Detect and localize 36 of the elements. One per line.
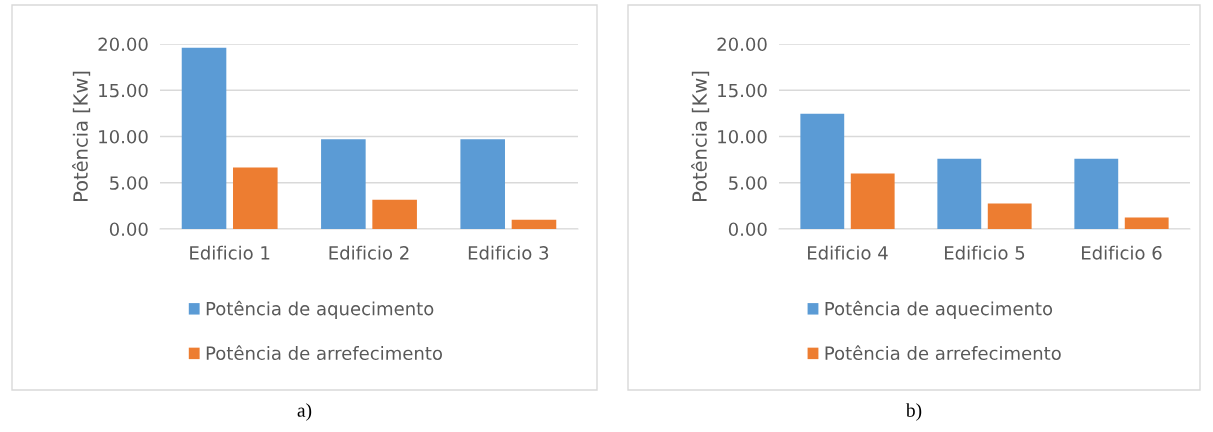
legend-label: Potência de aquecimento (825, 300, 1053, 319)
y-tick-label: 0.00 (109, 222, 148, 237)
y-tick-label: 5.00 (729, 176, 767, 190)
bar (800, 113, 845, 229)
bar (321, 139, 366, 229)
x-tick-label: Edificio 4 (808, 245, 888, 260)
bar (233, 167, 278, 229)
legend-label: Potência de arrefecimento (825, 345, 1061, 361)
bar (372, 199, 417, 229)
bar (1124, 217, 1169, 229)
x-tick-label: Edificio 3 (468, 245, 549, 260)
bar (987, 203, 1032, 229)
bar (511, 219, 557, 229)
legend-label: Potência de aquecimento (206, 300, 434, 319)
y-tick-label: 15.00 (718, 83, 767, 98)
y-tick-label: 10.00 (99, 129, 148, 144)
y-tick-label: 20.00 (717, 37, 767, 52)
text: b) (905, 403, 922, 421)
bar (937, 158, 982, 229)
bar (460, 139, 505, 229)
y-tick-label: 5.00 (110, 176, 148, 190)
legend-label: Potência de arrefecimento (206, 345, 442, 361)
x-tick-label: Edificio 2 (329, 245, 409, 260)
text: a) (297, 403, 312, 421)
y-axis-title: Potência [Kw] (691, 71, 710, 202)
bar (181, 47, 227, 229)
x-tick-label: Edificio 6 (1082, 245, 1162, 260)
x-tick-label: Edificio 5 (945, 245, 1025, 260)
y-tick-label: 10.00 (718, 129, 767, 144)
y-axis-title: Potência [Kw] (72, 71, 91, 202)
y-tick-label: 0.00 (728, 222, 767, 237)
y-tick-label: 15.00 (99, 83, 148, 98)
y-tick-label: 20.00 (98, 37, 148, 52)
x-tick-label: Edificio 1 (190, 245, 270, 260)
bar (1074, 158, 1119, 229)
bar (850, 173, 895, 229)
